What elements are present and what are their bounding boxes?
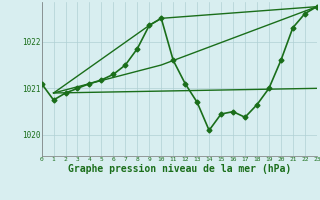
X-axis label: Graphe pression niveau de la mer (hPa): Graphe pression niveau de la mer (hPa) — [68, 164, 291, 174]
